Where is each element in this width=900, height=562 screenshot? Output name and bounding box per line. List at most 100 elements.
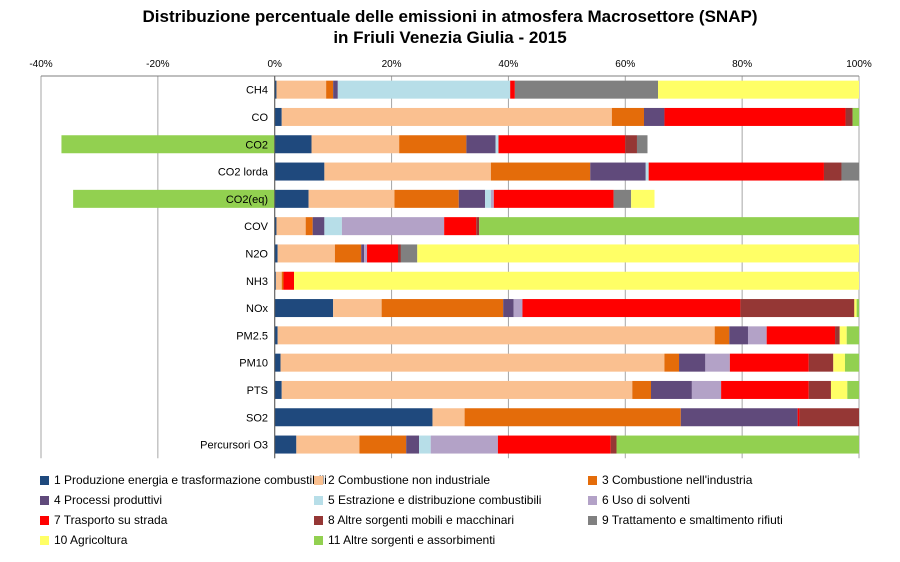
bar-segment [852,107,859,126]
legend-item: 2 Combustione non industriale [314,471,490,489]
category-label: N2O [245,248,268,260]
legend-label: 2 Combustione non industriale [328,473,491,487]
category-label: CO2 lorda [218,167,269,179]
bar-segment [280,353,665,372]
bar-segment [631,189,655,208]
bar-segment [497,435,611,454]
bar-segment [498,135,626,154]
bar-segment [513,299,523,318]
bar-segment [747,326,767,345]
bar-segment [337,80,511,99]
legend-swatch [314,495,323,505]
x-tick-label: 60% [615,59,635,70]
bar-segment [274,189,309,208]
bar-segment [847,380,859,399]
bar-segment [312,217,325,236]
bar-chart: -40% -20% 0% 20% 40% 60% 80% 100% CH4 CO CO2 CO2 lo… [29,59,872,459]
x-tick-label: 40% [498,59,518,70]
bar-segment [417,244,859,263]
bar-segment [296,435,360,454]
legend-swatch [40,515,49,525]
bar-segment [274,353,281,372]
bar-segment [625,135,637,154]
legend-label: 6 Uso di solventi [602,493,691,507]
category-label: CO2 [245,139,268,151]
bar-segment [61,135,275,154]
category-label: PM10 [239,358,268,370]
bar-segment [522,299,741,318]
bar-segment [444,217,477,236]
bar-segment [406,435,420,454]
bar-segment [680,408,798,427]
bar-segment [324,162,491,181]
bar-segment [643,107,665,126]
bar-segment [664,353,680,372]
bar-segment [610,435,617,454]
bar-segment [464,408,681,427]
bar-segment [841,162,859,181]
bar-segment [476,217,480,236]
bar-segment [830,380,848,399]
bar-segment [658,80,859,99]
bar-segment [281,271,284,290]
legend-item: 7 Trasporto su strada [40,511,167,529]
x-tick-label: -40% [29,59,52,70]
bar-segment [333,80,338,99]
bar-segment [844,353,859,372]
bar-segment [274,299,334,318]
bar-segment [367,244,398,263]
legend-item: 6 Uso di solventi [588,491,690,509]
legend-item: 9 Trattamento e smaltimento rifiuti [588,511,783,529]
category-label: NOx [246,303,269,315]
legend-item: 4 Processi produttivi [40,491,162,509]
bar-segment [650,380,692,399]
bar-segment [430,435,498,454]
chart-title-block: Distribuzione percentuale delle emission… [0,6,900,48]
bar-segment [766,326,836,345]
legend-swatch [314,515,323,525]
bar-segment [274,435,297,454]
bar-segment [495,135,499,154]
bar-segment [514,80,659,99]
bar-segment [664,107,846,126]
bar-segment [274,135,312,154]
x-tick-label: 20% [382,59,402,70]
legend-item: 10 Agricoltura [40,531,127,549]
bar-segment [835,326,840,345]
legend-label: 4 Processi produttivi [54,493,163,507]
category-label: PM2.5 [236,330,268,342]
legend-item: 11 Altre sorgenti e assorbimenti [314,531,495,549]
bar-segment [432,408,465,427]
category-label: CO2(eq) [226,194,268,206]
x-tick-label: 80% [732,59,752,70]
bar-segment [281,107,612,126]
bar-segment [503,299,514,318]
bar-segment [361,244,365,263]
bar-segment [274,408,433,427]
category-label: NH3 [246,276,268,288]
bar-segment [274,80,277,99]
legend-item: 1 Produzione energia e trasformazione co… [40,471,327,489]
bar-segment [510,80,515,99]
legend-swatch [588,495,597,505]
legend-item: 3 Combustione nell'industria [588,471,752,489]
bar-segment [397,244,401,263]
bar-segment [73,189,275,208]
category-label: PTS [247,385,268,397]
legend-label: 5 Estrazione e distribuzione combustibil… [328,493,542,507]
bar-segment [490,162,591,181]
legend-label: 10 Agricoltura [54,533,128,547]
bar-segment [721,380,809,399]
bar-segment [466,135,496,154]
legend-label: 9 Trattamento e smaltimento rifiuti [602,513,783,527]
legend-swatch [40,475,49,485]
bar-segment [823,162,842,181]
bar-segment [679,353,706,372]
x-tick-label: 0% [267,59,282,70]
bar-segment [400,244,418,263]
bar-segment [399,135,467,154]
legend-label: 11 Altre sorgenti e assorbimenti [328,533,496,547]
bar-segment [729,353,809,372]
bar-segment [276,217,306,236]
bar-segment [714,326,730,345]
